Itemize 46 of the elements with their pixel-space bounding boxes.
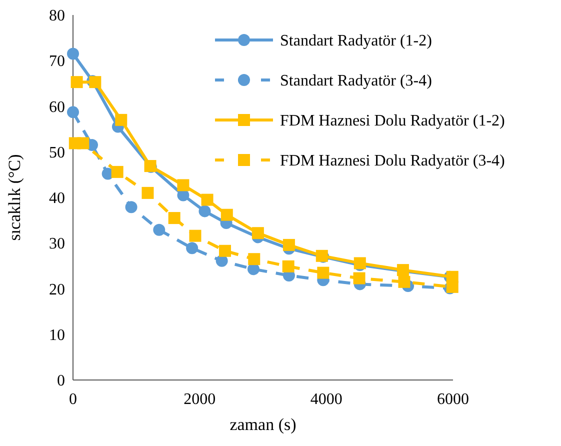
point	[153, 224, 166, 236]
point	[446, 280, 458, 293]
x-tick-label: 0	[69, 391, 77, 408]
x-tick-label: 2000	[184, 391, 216, 408]
point	[198, 205, 211, 218]
x-axis-title: zaman (s)	[230, 415, 296, 434]
y-tick-label: 30	[49, 236, 65, 253]
point	[177, 179, 190, 192]
point	[189, 230, 202, 242]
point	[186, 242, 198, 254]
point	[282, 260, 294, 272]
point	[125, 201, 138, 214]
point	[67, 48, 79, 60]
y-tick-label: 80	[49, 8, 65, 25]
legend-label: Standart Radyatör (3-4)	[280, 72, 432, 90]
x-tick-label: 6000	[437, 391, 469, 408]
point	[67, 106, 79, 118]
point	[111, 166, 124, 178]
point	[220, 208, 233, 221]
point	[353, 272, 366, 284]
y-tick-label: 10	[49, 326, 65, 344]
point	[168, 212, 180, 224]
point	[252, 227, 264, 240]
point	[89, 76, 102, 88]
y-tick-label: 0	[57, 372, 65, 390]
y-tick-label: 20	[49, 281, 65, 298]
y-tick-label: 70	[49, 53, 65, 70]
point	[398, 276, 410, 288]
point	[317, 266, 330, 279]
x-tick-label: 4000	[310, 391, 342, 408]
point	[216, 254, 228, 267]
legend-label: FDM Haznesi Dolu Radyatör (1-2)	[280, 112, 505, 130]
legend-label: FDM Haznesi Dolu Radyatör (3-4)	[280, 152, 505, 170]
point	[219, 244, 231, 257]
point	[77, 137, 90, 150]
point	[248, 253, 260, 266]
point	[282, 238, 295, 251]
y-tick-label: 50	[49, 144, 65, 162]
point	[115, 114, 128, 126]
point	[201, 194, 214, 206]
point	[142, 186, 154, 199]
y-tick-label: 60	[49, 98, 65, 116]
legend-label: Standart Radyatör (1-2)	[280, 32, 432, 50]
y-axis-title: sıcaklık (°C)	[5, 154, 24, 241]
y-tick-label: 40	[49, 190, 65, 208]
point	[70, 76, 83, 88]
